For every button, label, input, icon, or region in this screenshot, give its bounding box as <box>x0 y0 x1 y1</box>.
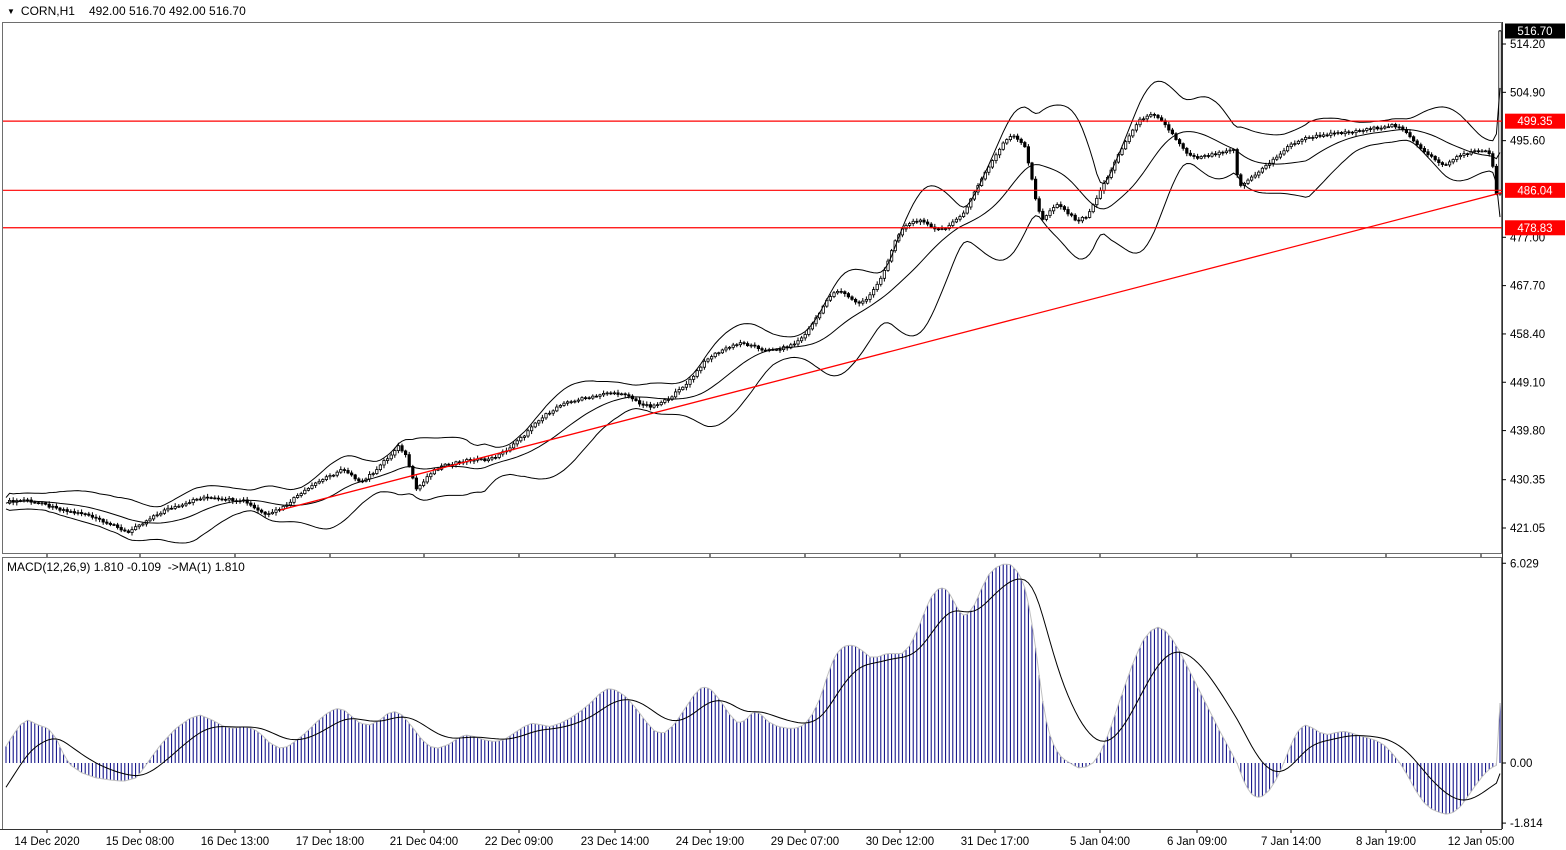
main-panel-frame <box>2 22 1502 554</box>
macd-tick-label: 0.00 <box>1510 758 1532 770</box>
current-price-tag: 516.70 <box>1505 23 1565 39</box>
time-tick-label: 21 Dec 04:00 <box>390 836 458 848</box>
level-price-tag: 478.83 <box>1505 220 1565 236</box>
macd-tick-label: 6.029 <box>1510 558 1539 570</box>
time-tick-label: 16 Dec 13:00 <box>201 836 269 848</box>
time-tick-label: 22 Dec 09:00 <box>485 836 553 848</box>
price-tick-label: 421.05 <box>1510 523 1545 535</box>
time-tick-label: 31 Dec 17:00 <box>961 836 1029 848</box>
svg-text:486.04: 486.04 <box>1517 185 1553 197</box>
time-axis: 14 Dec 2020 15 Dec 08:00 16 Dec 13:00 17 De… <box>14 554 1514 848</box>
price-tick-label: 430.35 <box>1510 475 1545 487</box>
time-tick-label: 24 Dec 19:00 <box>676 836 744 848</box>
time-tick-label: 30 Dec 12:00 <box>866 836 934 848</box>
time-tick-label: 7 Jan 14:00 <box>1261 836 1321 848</box>
price-series <box>3 29 1502 544</box>
price-tick-label: 504.90 <box>1510 87 1545 99</box>
time-tick-label: 6 Jan 09:00 <box>1167 836 1227 848</box>
price-tick-label: 439.80 <box>1510 426 1545 438</box>
macd-panel-frame <box>2 557 1502 830</box>
macd-indicator-label: MACD(12,26,9) 1.810 -0.109 ->MA(1) 1.810 <box>7 560 245 574</box>
price-tick-label: 495.60 <box>1510 136 1545 148</box>
time-tick-label: 5 Jan 04:00 <box>1070 836 1130 848</box>
time-tick-label: 15 Dec 08:00 <box>106 836 174 848</box>
time-tick-label: 29 Dec 07:00 <box>771 836 839 848</box>
price-tick-label: 477.00 <box>1510 232 1545 244</box>
svg-text:499.35: 499.35 <box>1517 116 1552 128</box>
symbol-timeframe-label: CORN,H1 <box>20 4 75 18</box>
right-price-axis: 514.20 504.90 495.60 477.00 467.70 458.40 449.… <box>0 22 1565 830</box>
price-tick-label: 458.40 <box>1510 329 1545 341</box>
time-tick-label: 23 Dec 14:00 <box>581 836 649 848</box>
macd-series <box>5 563 1501 815</box>
ohlc-readout: 492.00 516.70 492.00 516.70 <box>88 4 246 18</box>
level-price-tag: 499.35 <box>1505 113 1565 129</box>
macd-tick-label: -1.814 <box>1510 818 1543 830</box>
svg-text:516.70: 516.70 <box>1517 26 1552 38</box>
price-tick-label: 449.10 <box>1510 377 1545 389</box>
chart-title-bar: ▼ CORN,H1 492.00 516.70 492.00 516.70 <box>7 4 246 18</box>
time-tick-label: 12 Jan 05:00 <box>1448 836 1515 848</box>
level-price-tag: 486.04 <box>1505 182 1565 198</box>
time-tick-label: 14 Dec 2020 <box>14 836 79 848</box>
time-tick-label: 17 Dec 18:00 <box>296 836 364 848</box>
symbol-dropdown-icon[interactable]: ▼ <box>7 6 15 16</box>
time-tick-label: 8 Jan 19:00 <box>1356 836 1416 848</box>
svg-text:478.83: 478.83 <box>1517 223 1552 235</box>
price-tick-label: 467.70 <box>1510 281 1545 293</box>
price-tick-label: 514.20 <box>1510 39 1545 51</box>
